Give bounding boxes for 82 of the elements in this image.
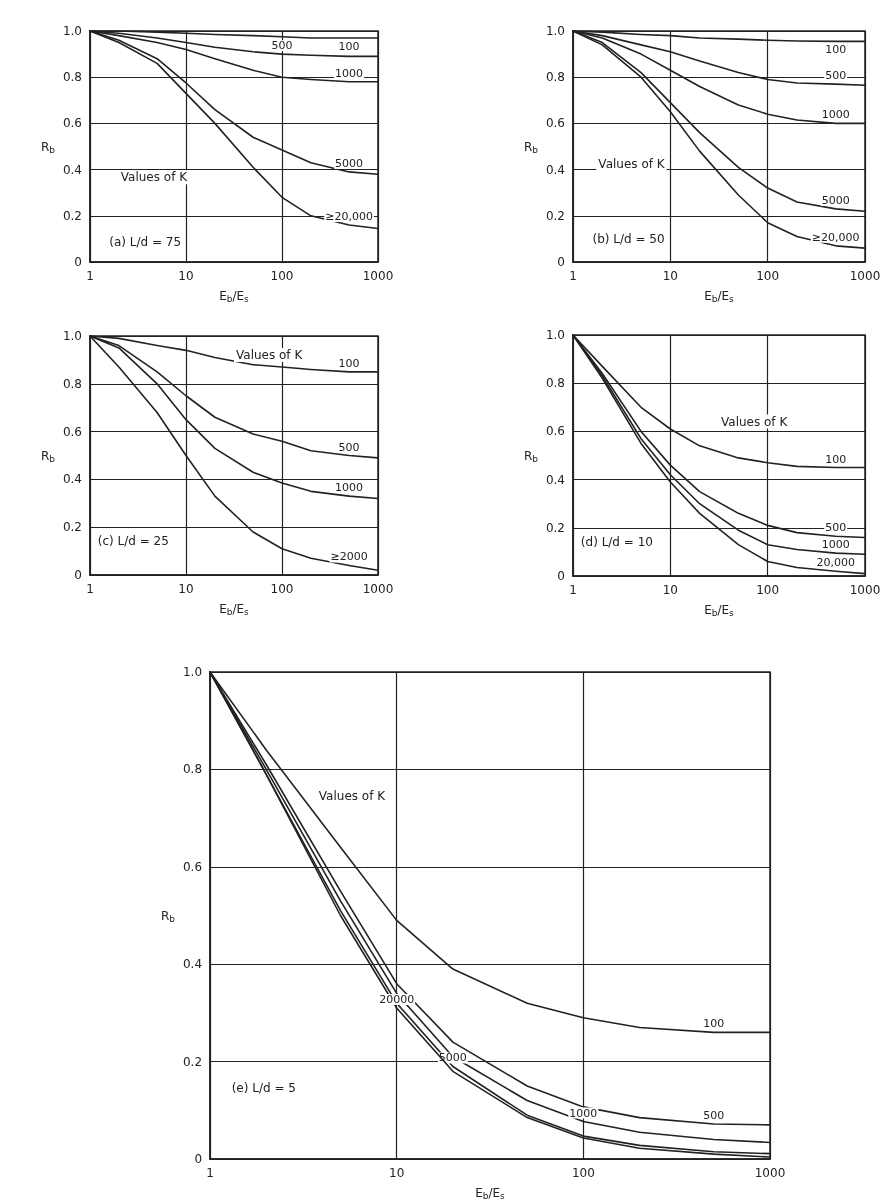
series-label: 1000 xyxy=(821,538,850,552)
y-tick-label: 0.2 xyxy=(545,208,565,223)
y-tick-label: 0.6 xyxy=(545,116,565,131)
x-tick-label: 1000 xyxy=(754,1166,786,1180)
x-tick-label: 1000 xyxy=(849,583,881,597)
y-tick-label: 0.2 xyxy=(62,208,82,223)
series-label: 500 xyxy=(338,440,360,454)
series-label: 5000 xyxy=(335,156,364,170)
y-tick-label: 0.6 xyxy=(62,116,82,131)
x-tick-label: 10 xyxy=(178,582,194,596)
y-tick-label: 0.2 xyxy=(545,520,565,535)
y-tick-label: 1.0 xyxy=(545,328,565,342)
series-label: 20000 xyxy=(379,993,415,1007)
series-label: 1000 xyxy=(335,66,364,80)
series-label: 100 xyxy=(825,43,847,57)
y-tick-label: 0.6 xyxy=(62,424,82,439)
y-tick-label: 0.4 xyxy=(182,957,203,972)
series-label: 500 xyxy=(703,1108,725,1122)
series-label: ≥2000 xyxy=(330,550,368,564)
annotation: (e) L/d = 5 xyxy=(231,1081,296,1096)
y-tick-label: 1.0 xyxy=(62,24,82,38)
annotation: (d) L/d = 10 xyxy=(580,535,653,550)
series-label: 1000 xyxy=(569,1106,598,1120)
y-tick-label: 0.6 xyxy=(545,424,565,439)
annotation: (c) L/d = 25 xyxy=(97,534,169,549)
x-tick-label: 100 xyxy=(571,1166,595,1180)
annotation: Values of K xyxy=(721,414,789,429)
y-tick-label: 0.8 xyxy=(62,376,82,391)
x-tick-label: 10 xyxy=(662,269,678,283)
y-tick-label: 0 xyxy=(557,255,565,269)
x-tick-label: 1000 xyxy=(362,582,394,596)
annotation: Values of K xyxy=(236,347,304,362)
y-tick-label: 1.0 xyxy=(182,665,203,679)
series-label: 1000 xyxy=(335,481,364,495)
y-tick-label: 0.6 xyxy=(182,859,203,874)
x-tick-label: 100 xyxy=(756,583,780,597)
series-label: ≥20,000 xyxy=(811,230,860,244)
series-label: 500 xyxy=(825,521,847,535)
y-tick-label: 0.2 xyxy=(62,520,82,535)
x-tick-label: 1 xyxy=(569,583,577,597)
series-label: 100 xyxy=(703,1017,725,1031)
y-tick-label: 1.0 xyxy=(62,329,82,343)
annotation: Values of K xyxy=(120,170,189,185)
y-tick-label: 0 xyxy=(194,1152,203,1166)
series-label: 5000 xyxy=(821,193,850,207)
series-label: 100 xyxy=(825,452,847,466)
x-tick-label: 1 xyxy=(569,269,577,283)
series-label: 500 xyxy=(825,69,847,83)
annotation: Values of K xyxy=(318,788,387,803)
x-tick-label: 1000 xyxy=(849,269,881,283)
x-tick-label: 100 xyxy=(756,269,780,283)
y-tick-label: 0 xyxy=(557,569,565,583)
series-label: ≥20,000 xyxy=(325,210,373,224)
x-tick-label: 100 xyxy=(270,582,294,596)
annotation: (a) L/d = 75 xyxy=(109,235,182,249)
y-tick-label: 1.0 xyxy=(545,24,565,38)
x-tick-label: 1 xyxy=(86,582,94,596)
x-tick-label: 1000 xyxy=(362,269,394,283)
x-tick-label: 1 xyxy=(86,269,94,283)
series-label: 500 xyxy=(271,39,293,53)
y-tick-label: 0 xyxy=(74,255,82,269)
x-tick-label: 10 xyxy=(662,583,678,597)
series-label: 100 xyxy=(338,356,360,370)
series-label: 100 xyxy=(338,39,360,53)
annotation: (b) L/d = 50 xyxy=(592,232,665,247)
x-tick-label: 10 xyxy=(389,1166,405,1180)
x-tick-label: 1 xyxy=(206,1166,214,1180)
annotation: Values of K xyxy=(598,156,666,171)
y-tick-label: 0.8 xyxy=(545,70,565,85)
y-tick-label: 0.8 xyxy=(62,70,82,85)
y-tick-label: 0.4 xyxy=(62,472,82,487)
y-tick-label: 0.8 xyxy=(545,376,565,391)
y-tick-label: 0.4 xyxy=(545,472,565,487)
x-tick-label: 10 xyxy=(178,269,194,283)
y-tick-label: 0.8 xyxy=(182,762,203,777)
series-label: 1000 xyxy=(821,108,850,122)
y-tick-label: 0 xyxy=(74,568,82,582)
y-tick-label: 0.4 xyxy=(62,162,82,177)
series-label: 20,000 xyxy=(816,556,855,570)
y-tick-label: 0.4 xyxy=(545,162,565,177)
y-tick-label: 0.2 xyxy=(182,1054,203,1069)
x-tick-label: 100 xyxy=(270,269,294,283)
